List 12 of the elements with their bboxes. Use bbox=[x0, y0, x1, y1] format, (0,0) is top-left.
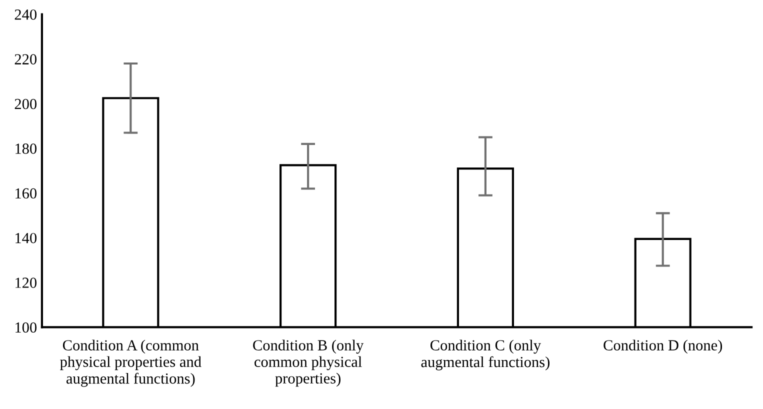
x-tick-label: Condition B (only common physical properties) bbox=[253, 340, 364, 387]
y-tick-label: 220 bbox=[14, 54, 37, 64]
y-tick-label: 100 bbox=[16, 322, 37, 333]
x-tick-label: Condition D (none) bbox=[604, 340, 722, 354]
y-tick-label: 160 bbox=[16, 188, 37, 199]
x-tick-label: Condition A (common physical properties and augmental functions) bbox=[60, 340, 202, 387]
y-tick-label: 120 bbox=[16, 278, 37, 288]
x-tick-label: Condition C (only augmental functions) bbox=[421, 340, 550, 370]
y-tick-label: 140 bbox=[16, 232, 37, 244]
y-tick-label: 200 bbox=[14, 98, 37, 110]
y-tick-label: 240 bbox=[14, 9, 37, 20]
y-tick-label: 180 bbox=[16, 144, 37, 154]
